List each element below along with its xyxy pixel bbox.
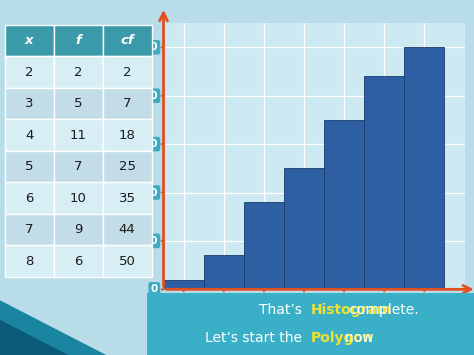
Bar [54,56,103,88]
Polygon shape [0,300,106,355]
Text: 30: 30 [144,139,158,149]
Bar [103,182,152,214]
Bar [5,25,54,56]
Text: 10: 10 [70,192,87,204]
Bar [204,256,244,289]
Bar [54,119,103,151]
Text: complete.: complete. [310,303,419,317]
Bar [54,182,103,214]
Text: 50: 50 [119,255,136,268]
Text: 10: 10 [144,236,158,246]
Text: 7: 7 [74,160,82,173]
Text: 6: 6 [340,296,348,306]
Text: f: f [75,34,81,47]
Bar [5,119,54,151]
Text: x: x [25,34,34,47]
Bar [244,202,284,289]
Bar [103,56,152,88]
Text: 5: 5 [301,296,308,306]
Text: 6: 6 [25,192,34,204]
Polygon shape [0,320,68,355]
Text: 25: 25 [118,160,136,173]
Text: 8: 8 [25,255,34,268]
Text: 2: 2 [180,296,187,306]
Bar [5,56,54,88]
Text: 18: 18 [119,129,136,142]
Text: now: now [310,331,374,345]
Text: Histogram: Histogram [310,303,392,317]
Bar [103,151,152,182]
Text: 7: 7 [381,296,388,306]
Bar [54,25,103,56]
Text: 9: 9 [74,223,82,236]
Bar [284,168,324,289]
Text: 0: 0 [151,284,158,294]
Text: 7: 7 [123,97,131,110]
Text: 44: 44 [119,223,136,236]
Bar [103,245,152,277]
Text: cf: cf [120,34,134,47]
Bar [5,182,54,214]
Bar [5,88,54,119]
Bar [364,76,404,289]
Text: 50: 50 [144,42,158,52]
Bar [103,25,152,56]
Text: 35: 35 [118,192,136,204]
Bar [103,88,152,119]
Bar [54,88,103,119]
Bar [164,280,204,289]
Text: 2: 2 [123,66,131,78]
Text: 6: 6 [74,255,82,268]
Text: 7: 7 [25,223,34,236]
Bar [54,245,103,277]
Bar [5,214,54,245]
Bar [324,120,364,289]
Text: 5: 5 [74,97,82,110]
Bar [5,245,54,277]
Text: Polygon: Polygon [310,331,374,345]
Bar [54,151,103,182]
Bar [103,214,152,245]
Text: 40: 40 [143,91,158,101]
Bar [404,47,445,289]
Bar [54,214,103,245]
Text: 3: 3 [220,296,228,306]
Text: 5: 5 [25,160,34,173]
Text: That’s: That’s [259,303,310,317]
Text: 3: 3 [25,97,34,110]
Text: 2: 2 [25,66,34,78]
Text: 11: 11 [70,129,87,142]
Text: 4: 4 [25,129,34,142]
Bar [103,119,152,151]
Text: 2: 2 [74,66,82,78]
Text: 4: 4 [260,296,267,306]
Text: 20: 20 [144,187,158,197]
Text: Let’s start the: Let’s start the [205,331,310,345]
Bar [5,151,54,182]
Text: 8: 8 [421,296,428,306]
